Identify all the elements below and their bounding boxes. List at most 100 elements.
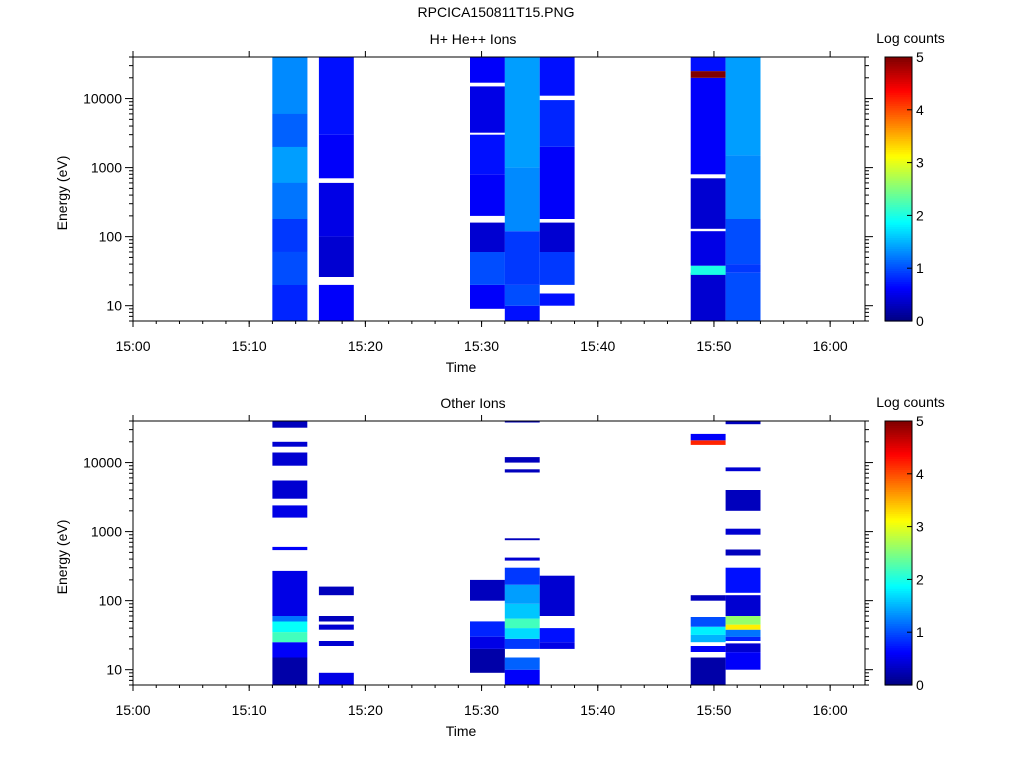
heatmap-cell <box>504 628 540 639</box>
heatmap-cell <box>470 648 505 673</box>
colorbar-segment <box>885 292 912 296</box>
colorbar-segment <box>885 575 912 578</box>
colorbar-segment <box>885 500 912 503</box>
colorbar-segment <box>885 460 912 464</box>
heatmap-cell <box>272 146 308 183</box>
colorbar-segment <box>885 491 912 495</box>
heatmap-cell <box>690 617 726 627</box>
colorbar-segment <box>885 599 912 602</box>
colorbar-segment <box>885 520 912 523</box>
colorbar-segment <box>885 489 912 492</box>
colorbar-segment <box>885 660 912 664</box>
colorbar-segment <box>885 649 912 653</box>
heatmap-cell <box>539 293 575 306</box>
colorbar-segment <box>885 65 912 69</box>
heatmap-cell <box>504 284 540 306</box>
colorbar-segment <box>885 237 912 241</box>
colorbar-segment <box>885 72 912 76</box>
colorbar-segment <box>885 261 912 265</box>
colorbar-segment <box>885 167 912 170</box>
colorbar-segment <box>885 94 912 98</box>
colorbar-segment <box>885 608 912 611</box>
heatmap-cell <box>470 134 505 175</box>
heatmap-cell <box>690 178 726 229</box>
colorbar-segment <box>885 169 912 172</box>
colorbar-segment <box>885 105 912 109</box>
heatmap-cell <box>690 646 726 652</box>
colorbar-segment <box>885 257 912 260</box>
colorbar-segment <box>885 568 912 572</box>
heatmap-cell <box>539 628 575 643</box>
colorbar-segment <box>885 101 912 104</box>
colorbar-segment <box>885 307 912 311</box>
colorbar-segment <box>885 579 912 583</box>
heatmap-cell <box>272 252 308 285</box>
colorbar-segment <box>885 294 912 298</box>
heatmap-cell <box>690 272 726 321</box>
colorbar-segment <box>885 61 912 65</box>
colorbar-segment <box>885 193 912 197</box>
heatmap-cell <box>690 657 726 685</box>
colorbar-segment <box>885 76 912 80</box>
heatmap-cell <box>470 636 505 649</box>
colorbar-segment <box>885 195 912 199</box>
colorbar-segment <box>885 246 912 249</box>
colorbar-segment <box>885 566 912 569</box>
colorbar-segment <box>885 590 912 594</box>
colorbar-segment <box>885 469 912 473</box>
colorbar-segment <box>885 158 912 161</box>
heatmap-cell <box>504 638 540 649</box>
colorbar-tick-label: 0 <box>916 313 924 329</box>
colorbar-segment <box>885 429 912 433</box>
colorbar-segment <box>885 312 912 315</box>
colorbar-segment <box>885 96 912 100</box>
heatmap-cell <box>725 490 761 511</box>
colorbar-segment <box>885 594 912 598</box>
heatmap-cell <box>504 57 540 168</box>
colorbar-segment <box>885 98 912 102</box>
colorbar-tick-label: 5 <box>916 49 924 65</box>
y-tick-label: 1000 <box>91 160 122 176</box>
colorbar-segment <box>885 625 912 629</box>
colorbar-segment <box>885 449 912 453</box>
colorbar-segment <box>885 462 912 466</box>
colorbar-segment <box>885 502 912 506</box>
heatmap-cell <box>318 134 354 179</box>
colorbar-segment <box>885 674 912 677</box>
heatmap-cell <box>318 284 354 321</box>
colorbar-segment <box>885 440 912 444</box>
x-tick-label: 15:30 <box>464 338 499 354</box>
y-tick-label: 10000 <box>83 91 122 107</box>
colorbar-segment <box>885 316 912 320</box>
colorbar-segment <box>885 498 912 501</box>
colorbar-segment <box>885 285 912 289</box>
colorbar-tick-label: 2 <box>916 207 924 223</box>
colorbar-segment <box>885 597 912 600</box>
x-tick-label: 15:50 <box>696 338 731 354</box>
heatmap-cell <box>272 57 308 114</box>
heatmap-cell <box>690 440 726 445</box>
heatmap-cell <box>272 657 308 685</box>
heatmap-cell <box>725 643 761 652</box>
colorbar-segment <box>885 537 912 541</box>
colorbar-segment <box>885 230 912 234</box>
colorbar-segment <box>885 665 912 668</box>
colorbar-segment <box>885 564 912 567</box>
colorbar-segment <box>885 487 912 490</box>
colorbar-segment <box>885 162 912 166</box>
heatmap-cell <box>272 219 308 252</box>
colorbar-segment <box>885 467 912 470</box>
heatmap-cell <box>272 642 308 658</box>
colorbar-segment <box>885 550 912 554</box>
colorbar-segment <box>885 112 912 115</box>
heatmap-cell <box>504 657 540 670</box>
colorbar-segment <box>885 213 912 216</box>
heatmap-cell <box>725 219 761 265</box>
colorbar-tick-label: 1 <box>916 260 924 276</box>
colorbar-segment <box>885 438 912 442</box>
colorbar-tick-label: 3 <box>916 519 924 535</box>
colorbar-segment <box>885 506 912 510</box>
x-tick-label: 15:40 <box>580 338 615 354</box>
colorbar-segment <box>885 233 912 236</box>
heatmap-cell <box>272 113 308 147</box>
